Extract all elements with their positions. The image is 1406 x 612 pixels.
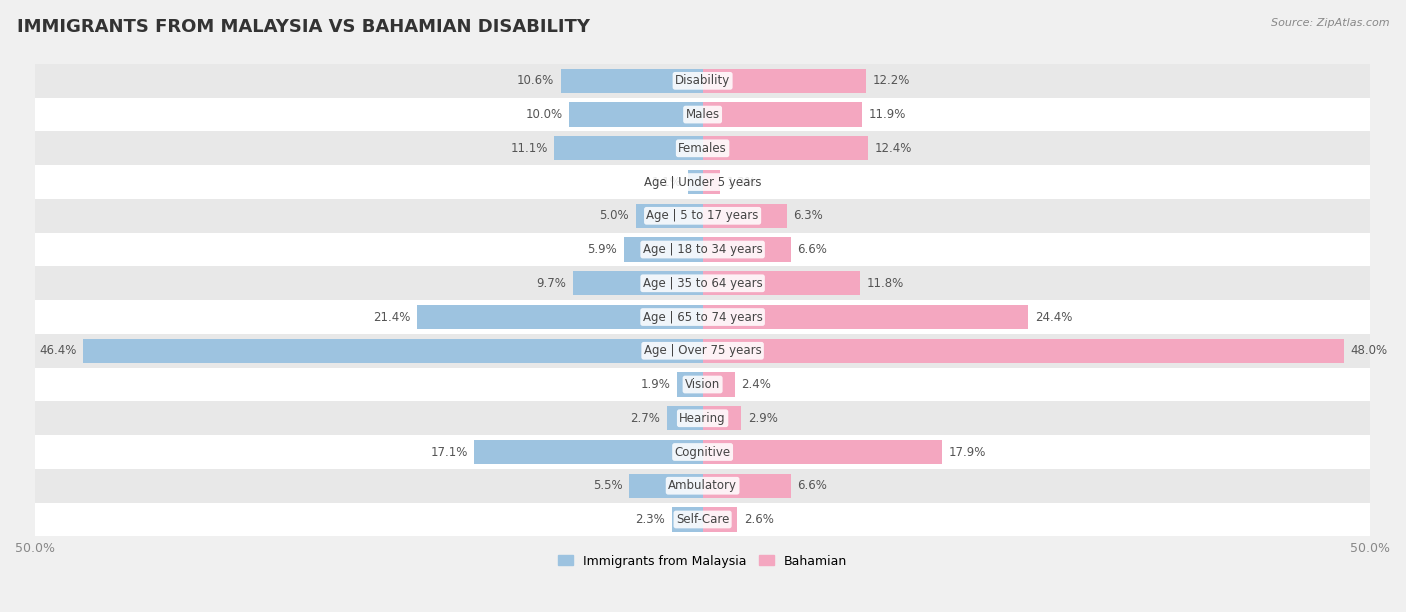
Text: Disability: Disability	[675, 74, 730, 88]
Bar	[569, 102, 703, 127]
Bar	[35, 64, 1371, 98]
Bar	[636, 204, 703, 228]
Bar	[35, 233, 1371, 266]
Text: 1.3%: 1.3%	[727, 176, 756, 188]
Text: 9.7%: 9.7%	[537, 277, 567, 290]
Text: Females: Females	[678, 142, 727, 155]
Bar	[35, 266, 1371, 300]
Bar	[678, 372, 703, 397]
Text: Males: Males	[686, 108, 720, 121]
Text: 12.2%: 12.2%	[872, 74, 910, 88]
Bar	[703, 507, 737, 532]
Bar	[672, 507, 703, 532]
Text: 2.3%: 2.3%	[636, 513, 665, 526]
Bar	[703, 271, 860, 296]
Bar	[83, 338, 703, 363]
Text: 6.3%: 6.3%	[793, 209, 823, 222]
Text: 21.4%: 21.4%	[373, 310, 411, 324]
Text: 24.4%: 24.4%	[1035, 310, 1073, 324]
Bar	[554, 136, 703, 160]
Text: 11.8%: 11.8%	[868, 277, 904, 290]
Bar	[703, 170, 720, 194]
Legend: Immigrants from Malaysia, Bahamian: Immigrants from Malaysia, Bahamian	[553, 550, 852, 573]
Text: 17.1%: 17.1%	[430, 446, 468, 458]
Text: Self-Care: Self-Care	[676, 513, 730, 526]
Bar	[666, 406, 703, 430]
Text: 12.4%: 12.4%	[875, 142, 912, 155]
Text: 2.7%: 2.7%	[630, 412, 659, 425]
Bar	[703, 136, 868, 160]
Text: Source: ZipAtlas.com: Source: ZipAtlas.com	[1271, 18, 1389, 28]
Text: 10.0%: 10.0%	[526, 108, 562, 121]
Text: 17.9%: 17.9%	[948, 446, 986, 458]
Text: Cognitive: Cognitive	[675, 446, 731, 458]
Text: 1.9%: 1.9%	[641, 378, 671, 391]
Text: 10.6%: 10.6%	[517, 74, 554, 88]
Text: 5.0%: 5.0%	[599, 209, 628, 222]
Text: Ambulatory: Ambulatory	[668, 479, 737, 492]
Text: Age | 5 to 17 years: Age | 5 to 17 years	[647, 209, 759, 222]
Text: 6.6%: 6.6%	[797, 479, 827, 492]
Bar	[703, 69, 866, 93]
Bar	[35, 98, 1371, 132]
Bar	[574, 271, 703, 296]
Bar	[35, 401, 1371, 435]
Text: 46.4%: 46.4%	[39, 345, 76, 357]
Text: 1.1%: 1.1%	[651, 176, 682, 188]
Bar	[474, 440, 703, 464]
Text: IMMIGRANTS FROM MALAYSIA VS BAHAMIAN DISABILITY: IMMIGRANTS FROM MALAYSIA VS BAHAMIAN DIS…	[17, 18, 591, 36]
Bar	[35, 334, 1371, 368]
Text: Age | Under 5 years: Age | Under 5 years	[644, 176, 762, 188]
Text: Age | 65 to 74 years: Age | 65 to 74 years	[643, 310, 762, 324]
Bar	[703, 237, 790, 262]
Bar	[703, 406, 741, 430]
Bar	[624, 237, 703, 262]
Bar	[688, 170, 703, 194]
Bar	[35, 199, 1371, 233]
Text: 2.9%: 2.9%	[748, 412, 778, 425]
Bar	[703, 102, 862, 127]
Bar	[35, 132, 1371, 165]
Text: 5.9%: 5.9%	[588, 243, 617, 256]
Bar	[628, 474, 703, 498]
Text: 11.9%: 11.9%	[868, 108, 905, 121]
Text: Vision: Vision	[685, 378, 720, 391]
Bar	[35, 435, 1371, 469]
Text: 11.1%: 11.1%	[510, 142, 548, 155]
Text: 6.6%: 6.6%	[797, 243, 827, 256]
Bar	[703, 305, 1028, 329]
Bar	[703, 204, 787, 228]
Text: Age | Over 75 years: Age | Over 75 years	[644, 345, 762, 357]
Text: Hearing: Hearing	[679, 412, 725, 425]
Bar	[561, 69, 703, 93]
Bar	[35, 469, 1371, 502]
Bar	[703, 440, 942, 464]
Bar	[35, 300, 1371, 334]
Bar	[35, 368, 1371, 401]
Bar	[35, 502, 1371, 536]
Bar	[35, 165, 1371, 199]
Text: 2.6%: 2.6%	[744, 513, 773, 526]
Bar	[416, 305, 703, 329]
Bar	[703, 338, 1344, 363]
Text: 5.5%: 5.5%	[593, 479, 623, 492]
Text: 2.4%: 2.4%	[741, 378, 772, 391]
Text: 48.0%: 48.0%	[1350, 345, 1388, 357]
Bar	[703, 372, 735, 397]
Bar	[703, 474, 790, 498]
Text: Age | 18 to 34 years: Age | 18 to 34 years	[643, 243, 762, 256]
Text: Age | 35 to 64 years: Age | 35 to 64 years	[643, 277, 762, 290]
